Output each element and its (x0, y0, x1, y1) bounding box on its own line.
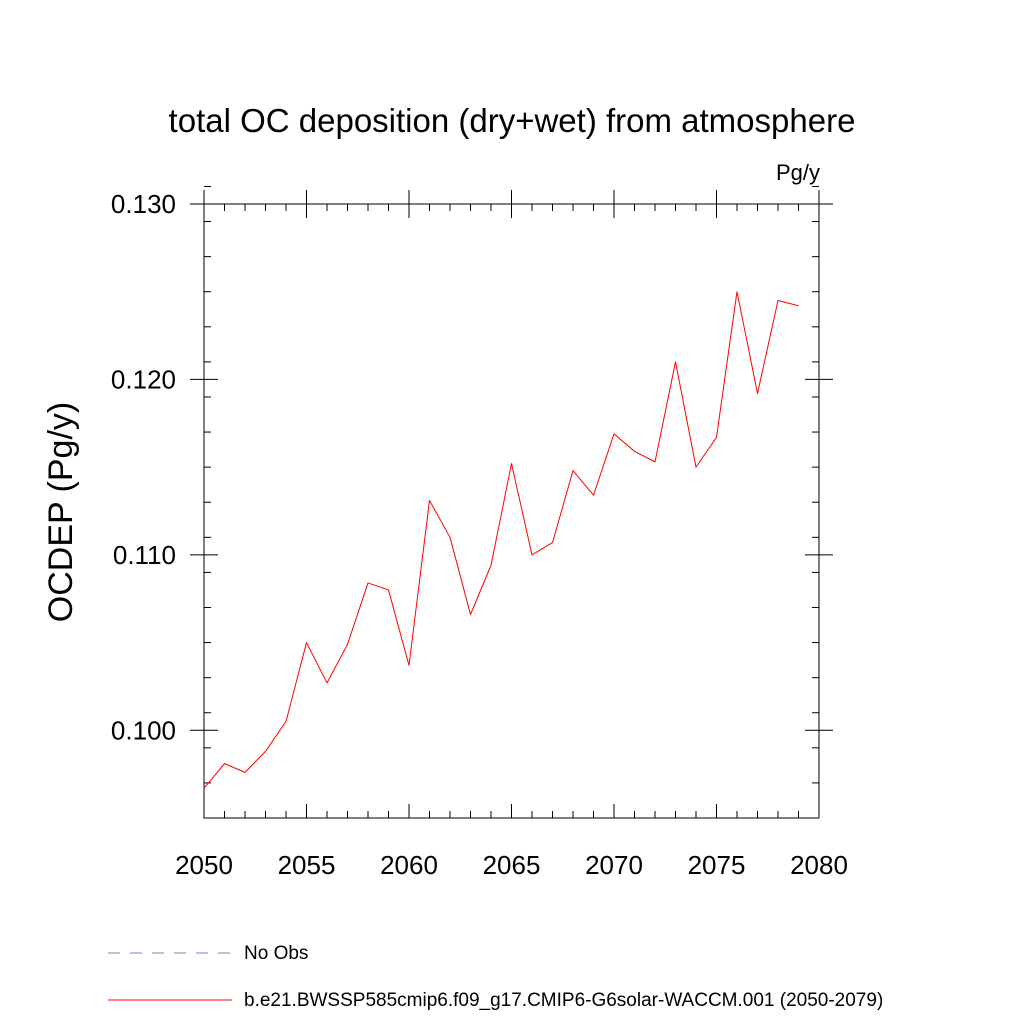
data-point (695, 467, 696, 468)
data-point (326, 682, 327, 683)
legend-label-no-obs: No Obs (244, 943, 308, 964)
data-point (203, 788, 204, 789)
data-point (654, 461, 655, 462)
series-line-0 (203, 291, 799, 789)
data-point (716, 437, 717, 438)
data-point (736, 291, 737, 292)
chart-title: total OC deposition (dry+wet) from atmos… (169, 102, 856, 139)
data-point (511, 463, 512, 464)
x-tick-label: 2055 (278, 850, 336, 880)
y-tick-label: 0.120 (111, 364, 176, 394)
x-axis: 2050 2055 2060 2065 2070 2075 2080 (175, 190, 848, 880)
data-point (285, 721, 286, 722)
data-point (593, 495, 594, 496)
data-point (265, 751, 266, 752)
data-point (634, 451, 635, 452)
x-tick-label: 2060 (380, 850, 438, 880)
y-tick-label: 0.110 (113, 540, 176, 570)
y-tick-label: 0.100 (111, 715, 176, 745)
plot-frame (203, 203, 820, 819)
units-label: Pg/y (776, 160, 820, 185)
x-tick-label: 2065 (483, 850, 541, 880)
data-point (244, 772, 245, 773)
data-point (306, 642, 307, 643)
data-point (224, 763, 225, 764)
x-tick-label: 2080 (790, 850, 848, 880)
data-point (490, 565, 491, 566)
data-point (531, 554, 532, 555)
data-point (449, 537, 450, 538)
data-point (408, 665, 409, 666)
data-point (347, 644, 348, 645)
y-tick-label: 0.130 (111, 189, 176, 219)
x-tick-label: 2075 (688, 850, 746, 880)
y-axis: 0.100 0.110 0.120 0.130 (111, 185, 833, 819)
legend: No Obs b.e21.BWSSP585cmip6.f09_g17.CMIP6… (108, 943, 883, 1011)
data-point (429, 500, 430, 501)
data-point (470, 614, 471, 615)
data-point (572, 470, 573, 471)
data-point (777, 300, 778, 301)
data-point (798, 305, 799, 306)
data-point (367, 582, 368, 583)
series-layer (203, 291, 799, 789)
legend-label-model: b.e21.BWSSP585cmip6.f09_g17.CMIP6-G6sola… (244, 990, 883, 1011)
y-axis-label: OCDEP (Pg/y) (42, 402, 80, 622)
data-point (675, 361, 676, 362)
data-point (388, 589, 389, 590)
data-point (757, 393, 758, 394)
x-tick-label: 2070 (585, 850, 643, 880)
data-point (613, 433, 614, 434)
x-tick-label: 2050 (175, 850, 233, 880)
data-point (552, 542, 553, 543)
